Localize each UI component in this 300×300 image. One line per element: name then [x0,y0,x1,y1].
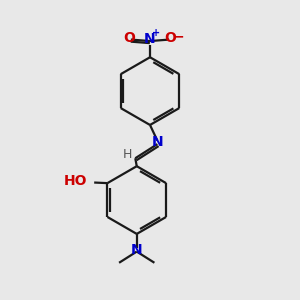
Text: O: O [165,31,176,45]
Text: N: N [144,32,156,46]
Text: HO: HO [63,174,87,188]
Text: N: N [131,243,142,257]
Text: −: − [172,30,184,44]
Text: N: N [152,135,163,149]
Text: O: O [124,31,135,45]
Text: H: H [122,148,132,161]
Text: +: + [152,28,160,38]
